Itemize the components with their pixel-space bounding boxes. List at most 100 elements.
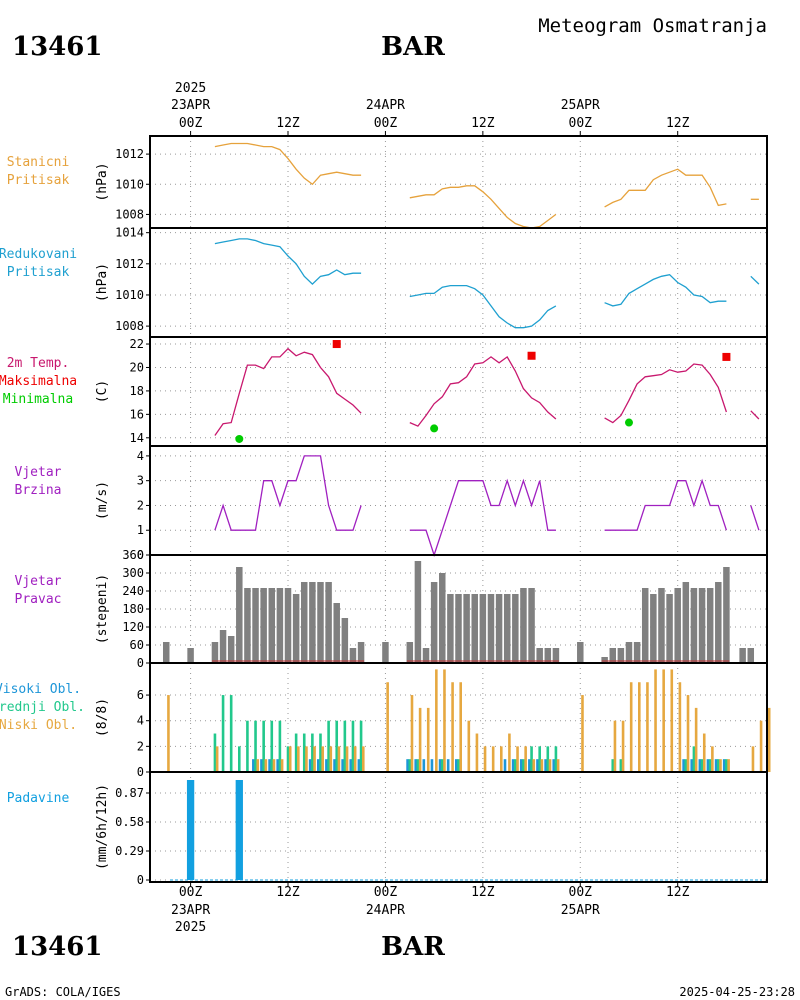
wind-direction-bar-24 <box>422 648 430 663</box>
cloud-bar-0-17 <box>341 759 344 772</box>
wind-direction-bar-25 <box>430 582 438 663</box>
cloud-bar-1-6 <box>254 720 257 772</box>
xtick-label-top-5: 12Z <box>666 116 690 131</box>
cloud-bar-2-38 <box>548 759 552 772</box>
wind-direction-bar-4 <box>227 636 235 663</box>
precip-bar-0 <box>186 780 195 880</box>
wind-direction-bar-59 <box>739 648 746 663</box>
panel-title-0-1: Pritisak <box>7 173 70 188</box>
cloud-bar-0-8 <box>268 759 271 772</box>
cloud-bar-2-29 <box>475 733 479 772</box>
cloud-bar-2-56 <box>727 759 730 772</box>
wind-direction-bar-51 <box>674 588 681 663</box>
date-label-top-2: 25APR <box>561 98 600 113</box>
cloud-bar-1-37 <box>538 746 541 772</box>
cloud-bar-1-1 <box>213 733 217 772</box>
wind-direction-bar-30 <box>471 594 478 663</box>
cloud-bar-2-25 <box>443 669 446 772</box>
ylabel-3: (m/s) <box>95 481 110 520</box>
cloud-bar-2-1 <box>215 746 219 772</box>
ytick-label-4-3: 180 <box>122 602 144 616</box>
reduced-pressure-line-segment-3 <box>750 275 760 285</box>
date-label-bottom-0: 23APR <box>171 903 210 918</box>
cloud-bar-0-22 <box>414 759 418 772</box>
ytick-label-4-0: 0 <box>137 656 144 670</box>
cloud-bar-2-40 <box>581 695 584 772</box>
wind-direction-bar-47 <box>641 588 649 663</box>
xtick-label-bottom-0: 00Z <box>179 885 203 900</box>
wind-direction-bar-23 <box>414 561 422 663</box>
wind-direction-bar-49 <box>658 588 665 663</box>
reduced-pressure-line-segment-0 <box>214 238 362 286</box>
tmax-marker-2 <box>722 352 731 361</box>
cloud-bar-1-34 <box>514 759 517 772</box>
cloud-bar-1-3 <box>229 695 233 772</box>
temperature-line-segment-3 <box>750 410 760 420</box>
ytick-label-3-2: 2 <box>137 498 144 512</box>
cloud-bar-2-33 <box>508 733 511 772</box>
cloud-bar-0-37 <box>536 759 539 772</box>
cloud-bar-2-26 <box>451 682 454 772</box>
year-label-top: 2025 <box>175 81 206 96</box>
xtick-label-top-1: 12Z <box>276 116 300 131</box>
wind-direction-bar-38 <box>536 648 543 663</box>
cloud-bar-0-53 <box>698 759 702 772</box>
cloud-bar-2-27 <box>459 682 462 772</box>
wind-direction-bar-60 <box>747 648 755 663</box>
cloud-bar-2-44 <box>629 682 633 772</box>
wind-direction-bar-44 <box>617 648 625 663</box>
ytick-label-6-1: 0.29 <box>115 844 144 858</box>
wind-direction-bar-22 <box>406 642 414 663</box>
cloud-bar-2-22 <box>418 707 422 772</box>
cloud-bar-2-57 <box>751 746 755 772</box>
tmax-marker-1 <box>527 351 536 360</box>
wind-direction-bar-7 <box>252 588 259 663</box>
panel-frame-5 <box>149 662 768 773</box>
cloud-bar-0-24 <box>430 759 434 772</box>
wind-direction-bar-32 <box>487 594 495 663</box>
panel-frame-1 <box>149 227 768 338</box>
wind-direction-bar-20 <box>357 642 365 663</box>
wind-direction-bar-55 <box>706 588 714 663</box>
cloud-bar-2-19 <box>361 746 365 772</box>
cloud-bar-0-14 <box>316 759 320 772</box>
panel-frame-6 <box>149 771 768 883</box>
cloud-bar-0-54 <box>706 759 710 772</box>
panel-title-0-0: Stanicni <box>7 155 70 170</box>
cloud-bar-1-54 <box>708 759 712 772</box>
wind-direction-bar-3 <box>219 630 227 663</box>
cloud-bar-2-15 <box>329 746 333 772</box>
panel-frame-3 <box>149 445 768 556</box>
cloud-bar-2-16 <box>337 746 341 772</box>
ylabel-1: (hPa) <box>95 263 110 302</box>
ytick-label-3-4: 4 <box>137 449 144 463</box>
wind-direction-bar-33 <box>495 594 503 663</box>
ylabel-2: (C) <box>95 380 110 403</box>
wind-speed-line-segment-0 <box>214 455 362 531</box>
ytick-label-6-3: 0.87 <box>115 786 144 800</box>
panel-title-6-0: Padavine <box>7 791 70 806</box>
wind-direction-bar-54 <box>698 588 706 663</box>
cloud-bar-2-53 <box>702 733 706 772</box>
cloud-bar-1-43 <box>619 759 623 772</box>
wind-direction-bar-9 <box>268 588 276 663</box>
cloud-bar-0-6 <box>252 759 255 772</box>
wind-direction-bar-57 <box>723 567 730 663</box>
temperature-line-segment-2 <box>604 363 728 424</box>
wind-direction-bar-28 <box>455 594 462 663</box>
cloud-bar-0-56 <box>722 759 726 772</box>
cloud-bar-1-7 <box>262 720 265 772</box>
tmin-marker-2 <box>624 418 633 427</box>
product-title: Meteogram Osmatranja <box>538 15 767 37</box>
wind-direction-bar-52 <box>682 582 690 663</box>
xtick-label-bottom-5: 12Z <box>666 885 690 900</box>
cloud-bar-1-56 <box>725 759 728 772</box>
panel-title-5-2: Niski Obl. <box>0 718 77 733</box>
ytick-label-4-2: 120 <box>122 620 144 634</box>
panel-title-4-0: Vjetar <box>15 574 62 589</box>
date-label-bottom-1: 24APR <box>366 903 405 918</box>
wind-direction-bar-34 <box>503 594 511 663</box>
cloud-bar-1-11 <box>294 733 298 772</box>
cloud-bar-2-47 <box>654 669 657 772</box>
cloud-bar-2-39 <box>556 759 560 772</box>
